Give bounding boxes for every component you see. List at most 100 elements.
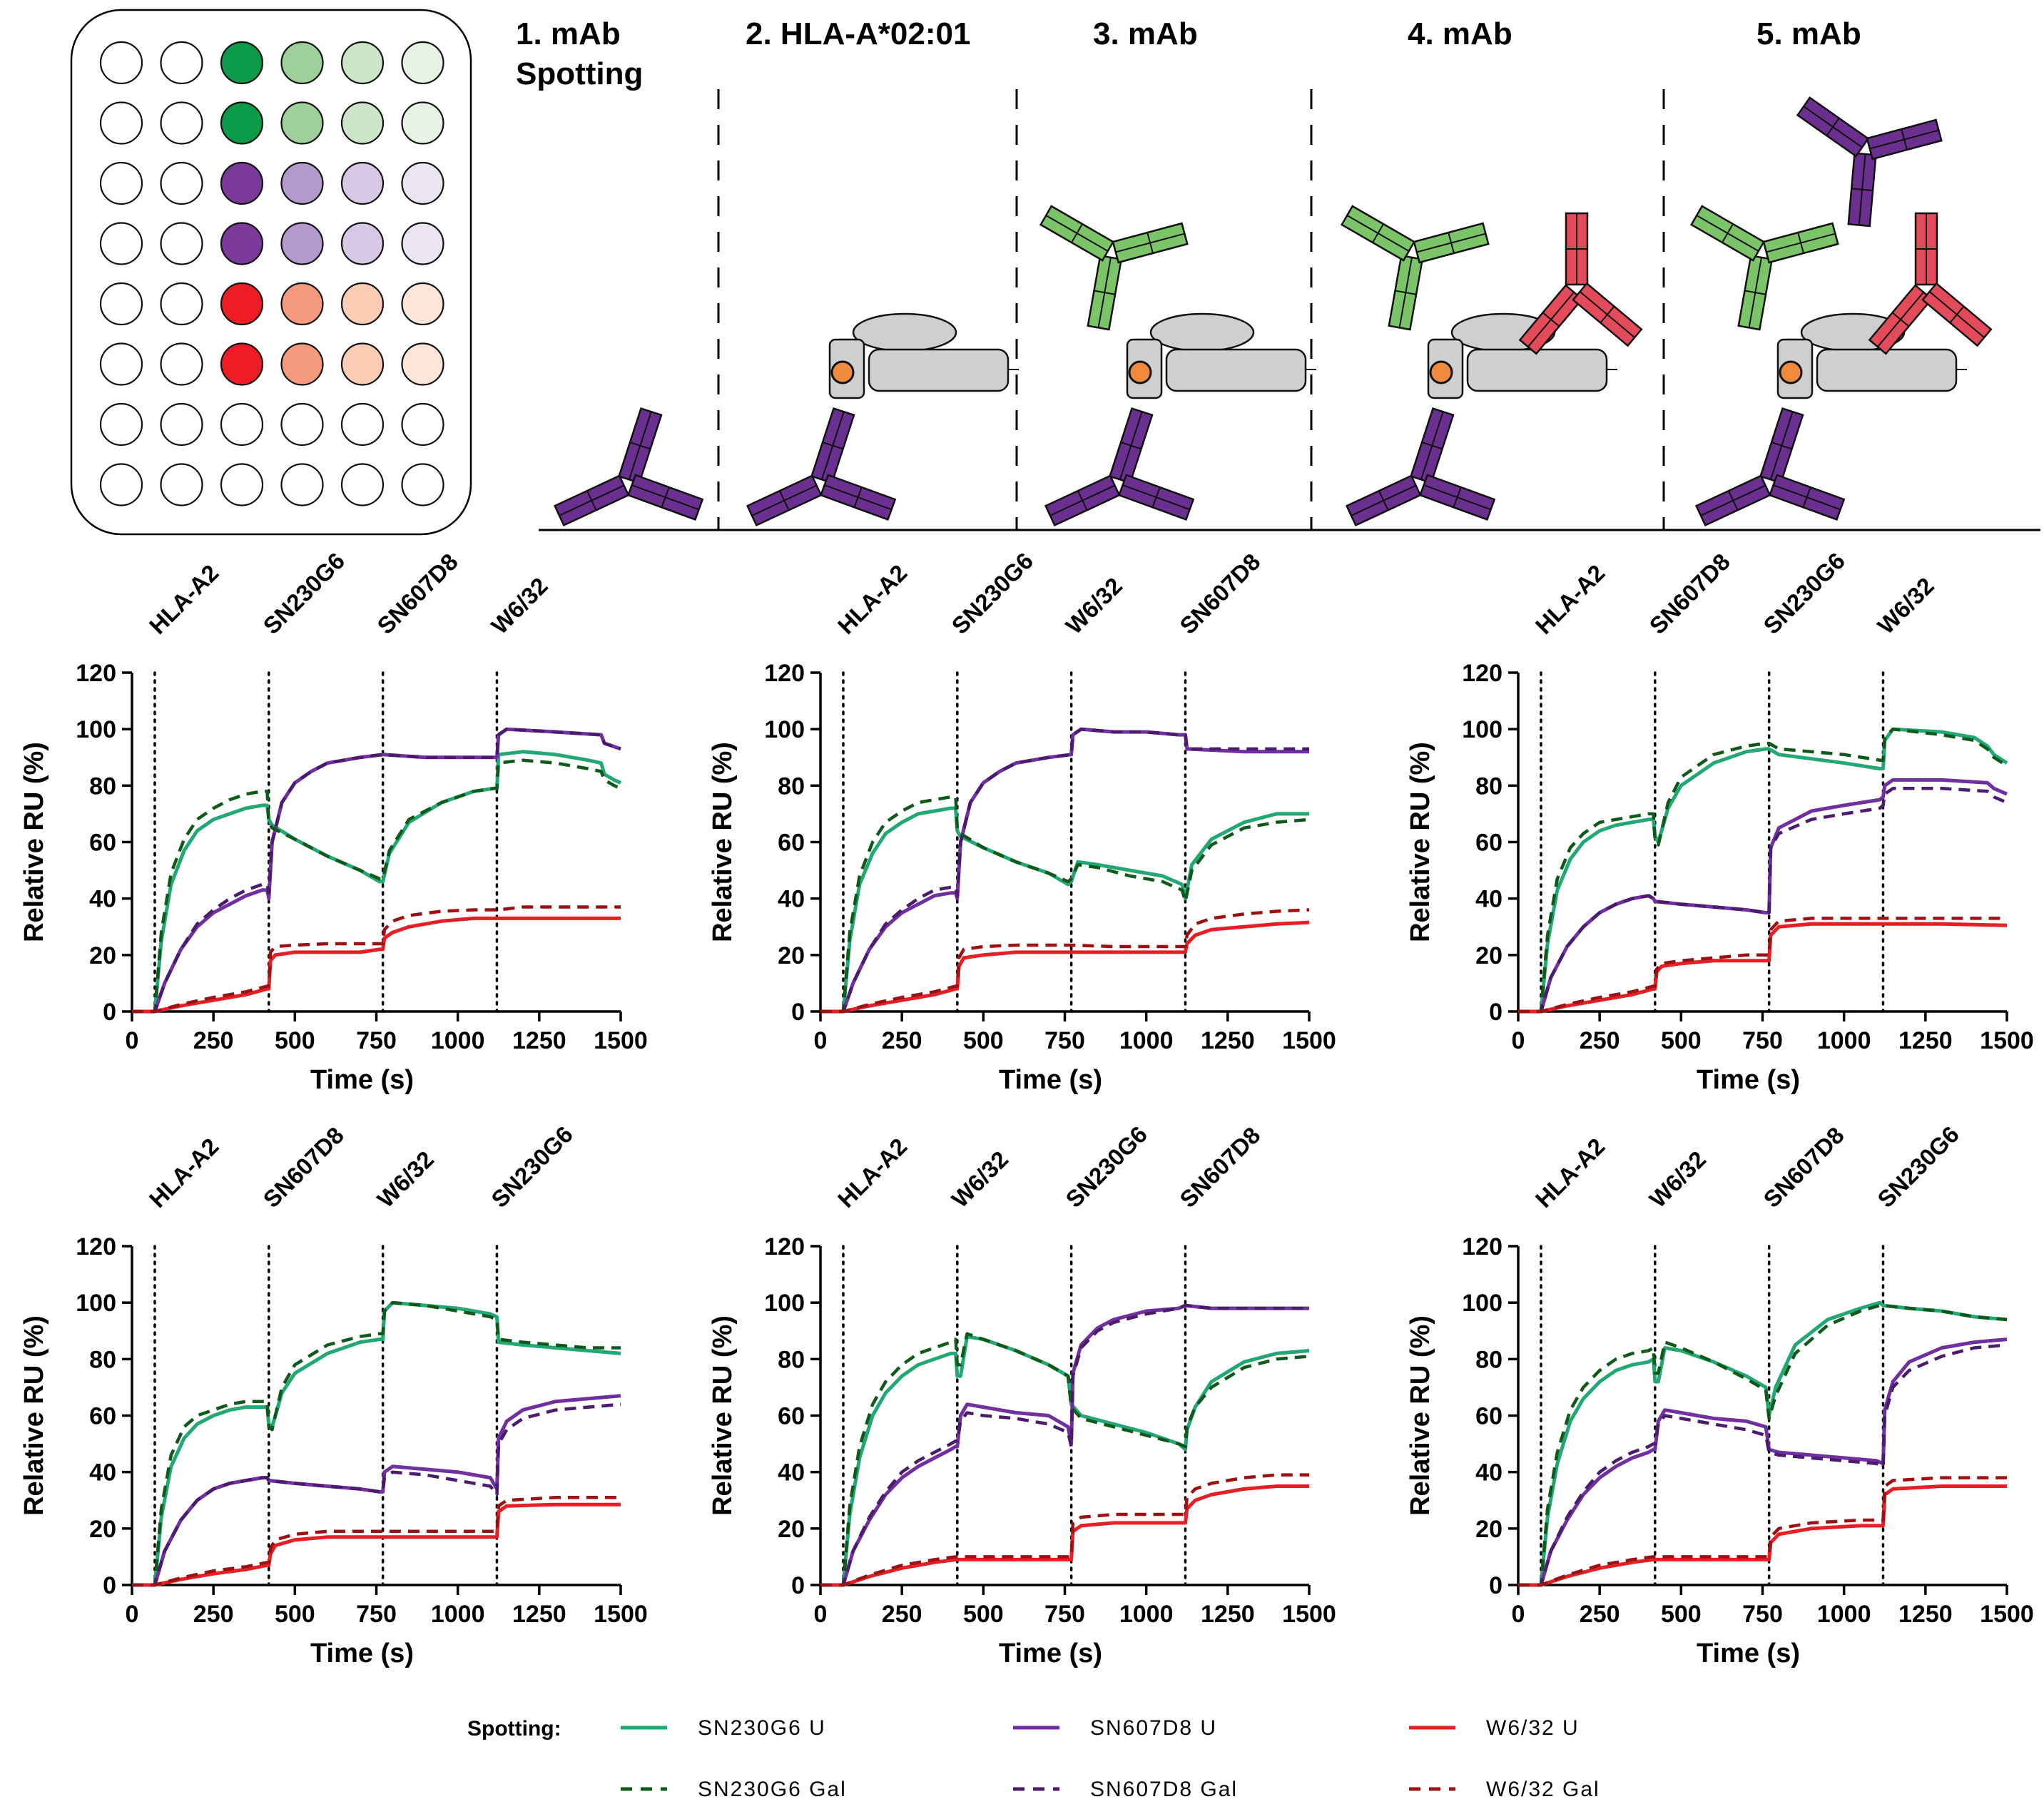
red-antibody-step5: [1868, 212, 1993, 355]
legend-label: SN230G6 U: [698, 1716, 826, 1740]
spotted-antibody-step1-fab-1: [553, 474, 630, 527]
step-titles: 1. mAb Spotting 2. HLA-A*02:01 3. mAb 4.…: [516, 16, 1861, 91]
plate-well-r5-c1: [99, 282, 143, 326]
sensorgram-panel-4: HLA-A2 SN607D8 W6/32 SN230G6 0 20 40 60 80 100 120…: [19, 1121, 648, 1668]
series-line-w6-32-gal: [1518, 917, 2007, 1014]
x-tick-label: 500: [275, 1601, 315, 1628]
injection-label: SN230G6: [947, 547, 1039, 639]
legend-item: SN607D8 Gal: [1013, 1778, 1238, 1799]
step-1-title: 1. mAb: [516, 16, 621, 51]
hla-a0201-step3: [1126, 312, 1316, 399]
step-3-title: 3. mAb: [1093, 16, 1198, 51]
y-tick-label: 120: [76, 660, 116, 687]
plate-well-r1-c3: [220, 41, 264, 85]
x-axis-title: Time (s): [1697, 1639, 1800, 1668]
plate-well-r8-c2: [160, 463, 203, 506]
injection-label: SN607D8: [1174, 1122, 1265, 1213]
plate-well-r4-c6: [401, 222, 444, 265]
y-tick-label: 100: [764, 1290, 805, 1317]
injection-label: W6/32: [1060, 572, 1127, 639]
spotted-antibody-step4-fab-1: [1345, 474, 1422, 527]
plate-well-r8-c4: [280, 463, 324, 506]
y-tick-label: 60: [89, 830, 116, 857]
injection-label: W6/32: [1872, 572, 1939, 639]
series-line-sn230g6-u: [1518, 727, 2008, 1014]
plate-well-r3-c6: [401, 161, 444, 205]
step-4-title: 4. mAb: [1408, 16, 1512, 51]
x-tick-label: 750: [356, 1027, 397, 1054]
purple-antibody-step5: [1796, 96, 1943, 228]
x-tick-label: 1250: [1898, 1027, 1953, 1054]
x-tick-label: 0: [1512, 1027, 1525, 1054]
spotted-antibody-step3: [1044, 407, 1195, 527]
plate-well-r7-c2: [160, 402, 203, 447]
green-antibody-step5-fab-2: [1762, 222, 1839, 264]
injection-label: SN607D8: [372, 549, 462, 639]
x-tick-label: 500: [1661, 1027, 1702, 1054]
series-line-sn230g6-u: [132, 1300, 621, 1587]
y-tick-label: 60: [1475, 830, 1503, 857]
series-line-sn230g6-gal: [1518, 1303, 2008, 1587]
plate-well-r5-c6: [401, 282, 444, 326]
green-antibody-step3-fab-2: [1112, 222, 1189, 264]
x-tick-label: 750: [1742, 1601, 1783, 1628]
y-axis-title: Relative RU (%): [708, 1315, 738, 1516]
series-line-w6-32-gal: [132, 905, 621, 1014]
x-tick-label: 500: [1661, 1601, 1702, 1628]
series-line-sn230g6-gal: [132, 758, 621, 1014]
legend-item: SN607D8 U: [1013, 1716, 1217, 1740]
y-tick-label: 80: [89, 773, 116, 800]
y-tick-label: 60: [1475, 1403, 1503, 1430]
series-line-sn607d8-u: [1518, 1337, 2008, 1587]
plate-well-r3-c2: [160, 161, 203, 205]
series-line-sn230g6-gal: [820, 795, 1310, 1014]
series-line-w6-32-u: [1518, 1484, 2007, 1587]
step-5-title: 5. mAb: [1756, 16, 1861, 51]
injection-label: HLA-A2: [144, 559, 224, 639]
plate-well-r2-c4: [280, 101, 324, 145]
x-tick-label: 1500: [1980, 1601, 2034, 1628]
injection-label: HLA-A2: [144, 1133, 224, 1213]
x-tick-label: 1000: [1119, 1601, 1174, 1628]
y-tick-label: 120: [764, 660, 805, 687]
x-tick-label: 1250: [512, 1601, 566, 1628]
injection-label: SN230G6: [1758, 547, 1850, 639]
plate-well-r7-c4: [280, 402, 324, 447]
green-antibody-step4: [1340, 205, 1490, 331]
series-line-sn607d8-gal: [1518, 1343, 2008, 1587]
x-tick-label: 1500: [594, 1601, 648, 1628]
legend-label: SN230G6 Gal: [698, 1778, 847, 1799]
injection-label: W6/32: [372, 1146, 439, 1213]
plate-well-r7-c3: [220, 402, 264, 447]
green-antibody-step3-fab-1: [1039, 205, 1115, 262]
green-antibody-step4-fab-1: [1340, 205, 1416, 262]
spotted-antibody-step5-fc: [1759, 407, 1804, 484]
legend-label: SN607D8 Gal: [1090, 1778, 1238, 1799]
x-axis-title: Time (s): [310, 1639, 414, 1668]
plate-well-r4-c2: [160, 222, 203, 265]
series-line-w6-32-gal: [1518, 1476, 2007, 1587]
x-tick-label: 750: [1044, 1601, 1085, 1628]
y-tick-label: 120: [1462, 660, 1503, 687]
x-tick-label: 0: [126, 1027, 139, 1054]
y-axis-title: Relative RU (%): [19, 1315, 49, 1516]
y-tick-label: 60: [778, 1403, 805, 1430]
red-antibody-step4-fab-1: [1518, 284, 1584, 355]
green-antibody-step3-fc: [1087, 254, 1123, 331]
plate-well-r5-c2: [160, 282, 203, 326]
plate-well-r1-c2: [160, 41, 203, 85]
series-line-sn607d8-u: [820, 727, 1309, 1014]
series-line-w6-32-gal: [820, 1473, 1309, 1587]
legend-label: SN607D8 U: [1090, 1716, 1217, 1740]
x-tick-label: 1250: [1201, 1601, 1255, 1628]
series-line-sn230g6-u: [1518, 1300, 2008, 1587]
plate-well-r6-c4: [280, 342, 324, 386]
y-tick-label: 100: [76, 1290, 116, 1317]
x-tick-label: 1000: [431, 1601, 485, 1628]
x-tick-label: 250: [1580, 1027, 1620, 1054]
y-tick-label: 80: [778, 773, 805, 800]
sensorgram-panel-3: HLA-A2 SN607D8 SN230G6 W6/32 0 20 40 60 80 100 120…: [1405, 547, 2034, 1095]
spotting-plate: [70, 9, 472, 536]
injection-label: HLA-A2: [1530, 1133, 1610, 1213]
y-axis-title: Relative RU (%): [708, 742, 738, 942]
